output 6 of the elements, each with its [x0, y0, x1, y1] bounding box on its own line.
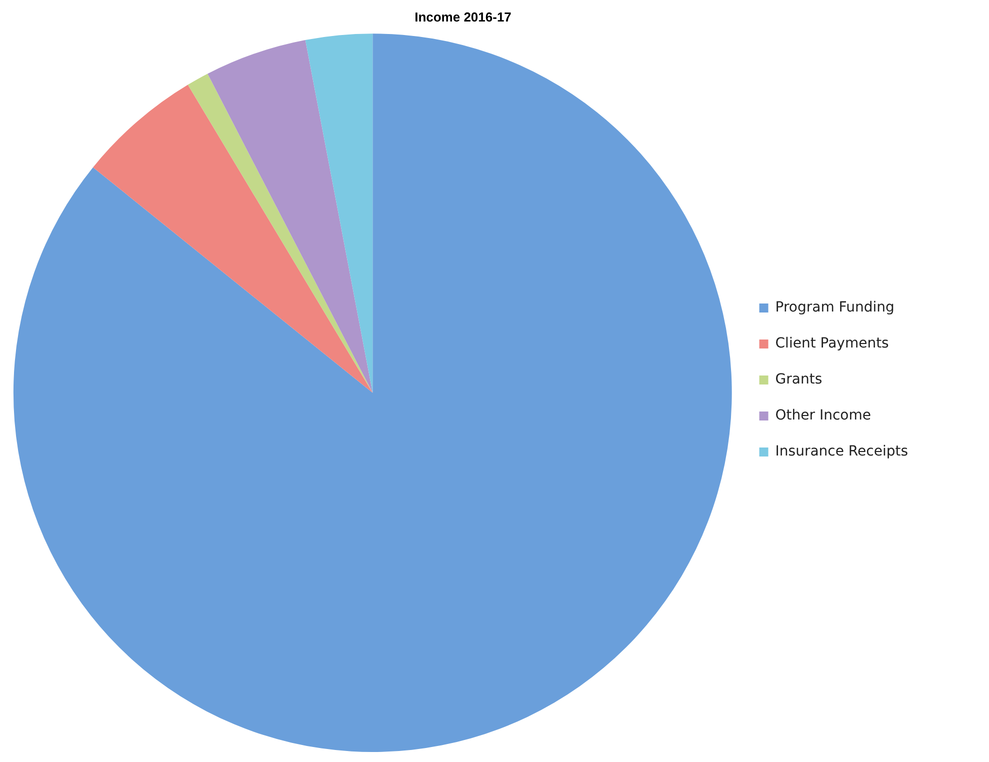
legend-label: Insurance Receipts — [775, 444, 908, 460]
legend-label: Program Funding — [775, 300, 894, 316]
legend-label: Grants — [775, 372, 822, 388]
legend-label: Client Payments — [775, 336, 889, 352]
legend-label: Other Income — [775, 408, 871, 424]
chart-title: Income 2016-17 — [414, 9, 512, 24]
